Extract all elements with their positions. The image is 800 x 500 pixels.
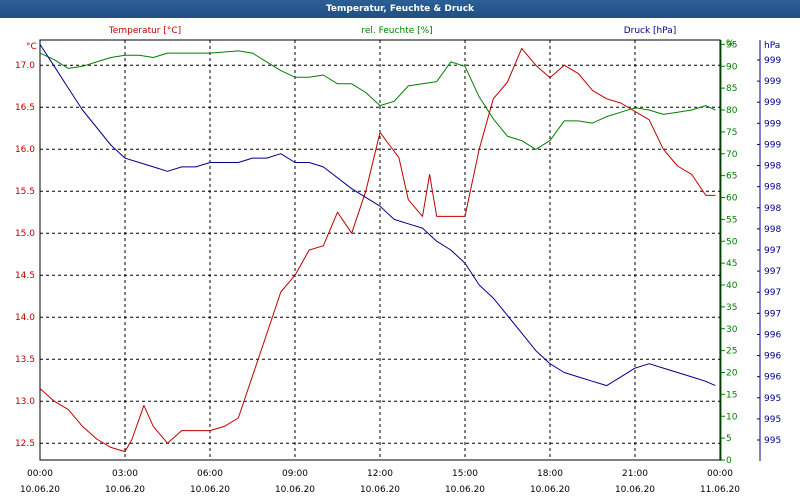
pressure-line — [39, 44, 716, 387]
pressure-tick-label: 996 — [764, 330, 781, 340]
time-tick-label: 06:00 — [197, 469, 223, 479]
temperature-tick-label: 16.0 — [15, 145, 35, 155]
temperature-series-label: Temperatur [°C] — [108, 26, 181, 36]
pressure-tick-label: 995 — [764, 394, 781, 404]
temperature-line — [39, 47, 716, 453]
humidity-tick-label: 45 — [726, 259, 737, 269]
humidity-tick-label: 95 — [726, 40, 737, 50]
humidity-tick-label: 25 — [726, 347, 737, 357]
date-tick-label: 10.06.20 — [615, 485, 655, 495]
pressure-tick-label: 998 — [764, 204, 781, 214]
pressure-unit-label: hPa — [764, 41, 780, 51]
pressure-tick-label: 997 — [764, 246, 781, 256]
plot-frame — [39, 39, 721, 461]
date-tick-label: 10.06.20 — [190, 485, 230, 495]
date-tick-label: 10.06.20 — [105, 485, 145, 495]
time-tick-label: 21:00 — [622, 469, 648, 479]
pressure-tick-label: 997 — [764, 267, 781, 277]
date-tick-label: 10.06.20 — [530, 485, 570, 495]
date-tick-label: 11.06.20 — [700, 485, 740, 495]
humidity-line — [39, 50, 716, 150]
pressure-tick-label: 999 — [764, 98, 781, 108]
time-tick-label: 18:00 — [537, 469, 563, 479]
humidity-series-label: rel. Feuchte [%] — [361, 26, 432, 36]
time-tick-label: 12:00 — [367, 469, 393, 479]
date-tick-label: 10.06.20 — [445, 485, 485, 495]
pressure-tick-label: 999 — [764, 140, 781, 150]
pressure-tick-label: 997 — [764, 288, 781, 298]
chart-grid — [40, 40, 720, 460]
pressure-tick-label: 995 — [764, 415, 781, 425]
date-tick-label: 10.06.20 — [275, 485, 315, 495]
temperature-tick-label: 13.0 — [15, 397, 35, 407]
temperature-tick-label: 15.0 — [15, 229, 35, 239]
humidity-unit-label: % — [726, 39, 735, 49]
pressure-tick-label: 995 — [764, 436, 781, 446]
temperature-tick-label: 16.5 — [15, 103, 35, 113]
time-tick-label: 00:00 — [707, 469, 733, 479]
humidity-tick-label: 65 — [726, 172, 737, 182]
pressure-tick-label: 998 — [764, 162, 781, 172]
pressure-tick-label: 999 — [764, 119, 781, 129]
humidity-tick-label: 85 — [726, 84, 737, 94]
pressure-tick-label: 996 — [764, 373, 781, 383]
temperature-tick-label: 17.0 — [15, 61, 35, 71]
humidity-tick-label: 80 — [726, 106, 738, 116]
pressure-tick-label: 997 — [764, 309, 781, 319]
time-tick-label: 03:00 — [112, 469, 138, 479]
chart-series — [39, 44, 716, 453]
humidity-tick-label: 10 — [726, 412, 738, 422]
humidity-tick-label: 35 — [726, 303, 737, 313]
chart-labels: 17.0 16.5 16.0 15.5 15.0 14.5 14.0 13.5 13.0 12.5… — [15, 26, 781, 495]
pressure-tick-label: 999 — [764, 77, 781, 87]
humidity-tick-label: 30 — [726, 325, 738, 335]
date-tick-label: 10.06.20 — [20, 485, 60, 495]
humidity-tick-label: 0 — [726, 456, 732, 466]
pressure-tick-label: 998 — [764, 183, 781, 193]
temperature-unit-label: °C — [26, 42, 37, 52]
temperature-tick-label: 14.0 — [15, 313, 35, 323]
temperature-tick-label: 13.5 — [15, 355, 35, 365]
pressure-tick-label: 996 — [764, 352, 781, 362]
humidity-tick-label: 70 — [726, 150, 738, 160]
humidity-tick-label: 75 — [726, 128, 737, 138]
humidity-tick-label: 5 — [726, 434, 732, 444]
humidity-tick-label: 60 — [726, 194, 738, 204]
humidity-tick-label: 40 — [726, 281, 738, 291]
pressure-series-label: Druck [hPa] — [624, 26, 677, 36]
humidity-tick-label: 55 — [726, 215, 737, 225]
time-tick-label: 00:00 — [27, 469, 53, 479]
temperature-tick-label: 14.5 — [15, 271, 35, 281]
time-tick-label: 15:00 — [452, 469, 478, 479]
weather-chart: 17.0 16.5 16.0 15.5 15.0 14.5 14.0 13.5 13.0 12.5… — [15, 26, 781, 495]
humidity-tick-label: 90 — [726, 62, 738, 72]
temperature-tick-label: 12.5 — [15, 439, 35, 449]
pressure-tick-label: 998 — [764, 225, 781, 235]
time-tick-label: 09:00 — [282, 469, 308, 479]
chart-axes — [39, 39, 761, 461]
temperature-tick-label: 15.5 — [15, 187, 35, 197]
window-title: Temperatur, Feuchte & Druck — [0, 0, 800, 18]
humidity-tick-label: 20 — [726, 369, 738, 379]
pressure-tick-label: 999 — [764, 56, 781, 66]
humidity-tick-label: 15 — [726, 390, 737, 400]
date-tick-label: 10.06.20 — [360, 485, 400, 495]
humidity-tick-label: 50 — [726, 237, 738, 247]
